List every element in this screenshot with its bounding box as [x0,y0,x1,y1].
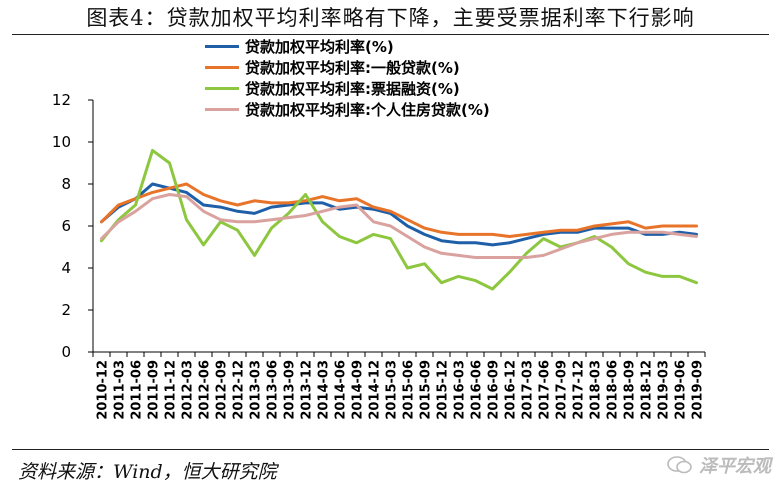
legend-label-avg: 贷款加权平均利率(%) [245,38,394,56]
y-tick-label: 10 [52,133,71,151]
y-tick-label: 8 [61,175,71,193]
series-line-avg [100,182,698,247]
x-tick-label: 2013-06 [266,360,281,420]
legend-item-mortgage: 贷款加权平均利率:个人住房贷款(%) [205,99,490,120]
legend-swatch-general [205,66,239,69]
series-line-mortgage [100,193,698,259]
x-tick-label: 2019-09 [691,360,706,420]
x-tick-label: 2014-12 [368,360,383,420]
x-tick-label: 2013-09 [283,360,298,420]
watermark-text: 泽平宏观 [699,456,771,477]
footer-divider [12,449,769,450]
x-tick-label: 2012-12 [232,360,247,420]
x-tick-label: 2014-06 [334,360,349,420]
x-tick-label: 2015-06 [402,360,417,420]
legend-item-bill: 贷款加权平均利率:票据融资(%) [205,78,490,99]
x-tick-label: 2015-09 [419,360,434,420]
x-tick-label: 2011-09 [147,360,162,420]
source-note: 资料来源：Wind，恒大研究院 [18,461,277,483]
x-tick-label: 2017-12 [572,360,587,420]
x-tick-label: 2016-03 [453,360,468,420]
x-tick-label: 2012-09 [215,360,230,420]
watermark: 泽平宏观 [667,452,771,478]
x-tick-label: 2019-03 [657,360,672,420]
x-tick-label: 2016-09 [487,360,502,420]
x-tick-label: 2011-03 [113,360,128,420]
legend-label-mortgage: 贷款加权平均利率:个人住房贷款(%) [245,101,490,119]
legend-swatch-avg [205,45,239,48]
x-tick-label: 2019-06 [674,360,689,420]
y-tick-label: 0 [61,343,71,361]
legend-item-general: 贷款加权平均利率:一般贷款(%) [205,57,490,78]
x-tick-label: 2018-06 [606,360,621,420]
title-divider [12,34,769,35]
y-tick-label: 6 [61,217,71,235]
x-tick-label: 2013-12 [300,360,315,420]
x-tick-label: 2014-03 [317,360,332,420]
legend: 贷款加权平均利率(%) 贷款加权平均利率:一般贷款(%) 贷款加权平均利率:票据… [205,36,490,120]
x-tick-label: 2012-06 [198,360,213,420]
legend-swatch-bill [205,87,239,90]
x-tick-label: 2011-06 [130,360,145,420]
x-tick-label: 2015-03 [385,360,400,420]
x-tick-label: 2013-03 [249,360,264,420]
y-tick-label: 4 [61,259,71,277]
x-tick-label: 2018-09 [623,360,638,420]
x-tick-label: 2016-12 [504,360,519,420]
x-tick-label: 2011-12 [164,360,179,420]
x-tick-label: 2017-09 [555,360,570,420]
x-tick-label: 2017-03 [521,360,536,420]
x-tick-label: 2016-06 [470,360,485,420]
y-tick-label: 2 [61,301,71,319]
wechat-icon [667,456,692,474]
y-tick-label: 12 [52,91,71,109]
x-tick-label: 2014-09 [351,360,366,420]
x-tick-label: 2010-12 [96,360,111,420]
legend-swatch-mortgage [205,108,239,111]
x-tick-label: 2018-03 [589,360,604,420]
series-line-general [100,182,698,238]
x-tick-label: 2018-12 [640,360,655,420]
legend-item-avg: 贷款加权平均利率(%) [205,36,490,57]
x-tick-label: 2012-03 [181,360,196,420]
legend-label-bill: 贷款加权平均利率:票据融资(%) [245,80,460,98]
x-tick-label: 2017-06 [538,360,553,420]
chart-title: 图表4：贷款加权平均利率略有下降，主要受票据利率下行影响 [86,6,695,30]
x-tick-label: 2015-12 [436,360,451,420]
legend-label-general: 贷款加权平均利率:一般贷款(%) [245,59,460,77]
